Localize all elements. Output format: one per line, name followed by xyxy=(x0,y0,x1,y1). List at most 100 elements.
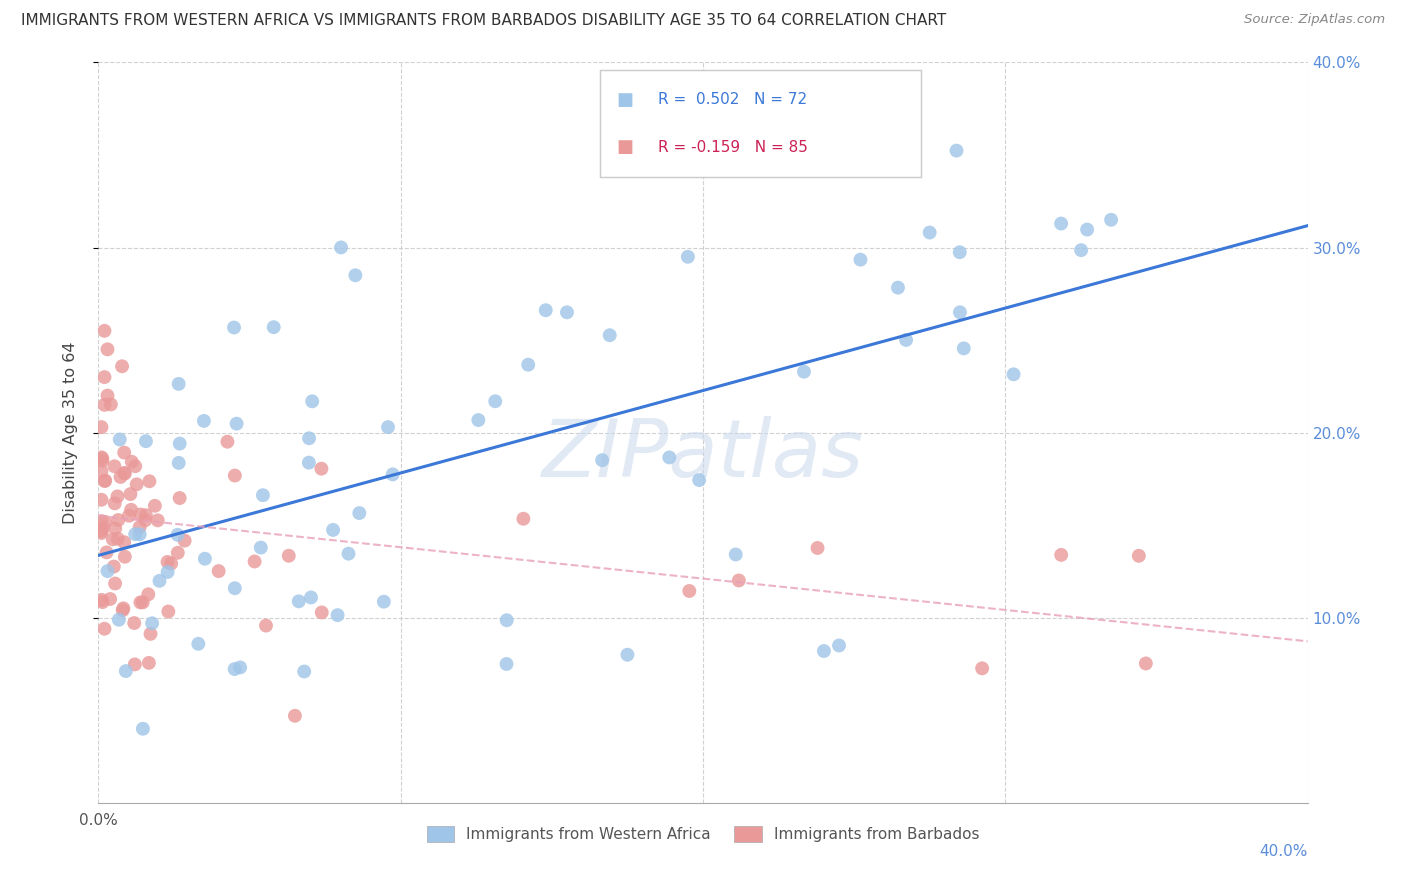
Point xyxy=(101,533,124,547)
Point xyxy=(1128,549,1150,563)
Point xyxy=(122,615,145,630)
Y-axis label: Disability Age 35 to 64: Disability Age 35 to 64 xyxy=(63,342,77,524)
Point xyxy=(949,245,972,260)
Point xyxy=(108,433,131,447)
Point xyxy=(793,365,815,379)
Point xyxy=(377,420,399,434)
Point xyxy=(1076,222,1098,236)
Point xyxy=(129,508,152,522)
Point xyxy=(111,359,134,374)
Point xyxy=(120,503,142,517)
Point xyxy=(243,554,266,568)
Point xyxy=(139,627,162,641)
Point xyxy=(93,370,115,384)
Point xyxy=(132,722,155,736)
Point xyxy=(118,508,141,523)
Point xyxy=(138,475,160,489)
Point xyxy=(104,576,127,591)
Point xyxy=(813,644,835,658)
Point xyxy=(128,527,150,541)
Point xyxy=(135,508,157,523)
Point xyxy=(90,593,112,607)
Point xyxy=(229,660,252,674)
Point xyxy=(344,268,367,283)
Point xyxy=(1002,368,1025,382)
Point xyxy=(591,453,613,467)
Legend: Immigrants from Western Africa, Immigrants from Barbados: Immigrants from Western Africa, Immigran… xyxy=(420,821,986,848)
Point xyxy=(98,592,121,607)
Point xyxy=(104,496,127,510)
Point xyxy=(194,551,217,566)
Point xyxy=(263,320,285,334)
Point xyxy=(93,398,115,412)
Point xyxy=(945,144,967,158)
Point xyxy=(148,574,170,588)
Point xyxy=(217,434,239,449)
Point xyxy=(93,474,115,488)
Point xyxy=(287,594,309,608)
Point xyxy=(167,456,190,470)
Point xyxy=(1135,657,1157,671)
Point xyxy=(96,545,118,559)
Point xyxy=(828,639,851,653)
Point xyxy=(114,549,136,564)
Point xyxy=(110,470,132,484)
Point xyxy=(249,541,271,555)
Point xyxy=(349,506,371,520)
Point xyxy=(90,450,112,465)
Text: ZIPatlas: ZIPatlas xyxy=(541,416,865,494)
Point xyxy=(166,546,188,560)
Point xyxy=(93,622,115,636)
Point xyxy=(120,487,142,501)
Point xyxy=(311,606,333,620)
Point xyxy=(952,342,974,356)
Point xyxy=(132,595,155,609)
Point xyxy=(224,468,246,483)
Point xyxy=(90,514,112,528)
Point xyxy=(495,613,517,627)
Point xyxy=(136,587,159,601)
Point xyxy=(112,445,135,459)
Point xyxy=(107,532,129,546)
Point xyxy=(108,613,131,627)
Point xyxy=(337,46,360,61)
Point xyxy=(121,455,143,469)
Point xyxy=(337,547,360,561)
Point xyxy=(94,515,117,529)
Point xyxy=(678,584,700,599)
Point xyxy=(91,454,114,468)
Point xyxy=(555,305,578,319)
Point xyxy=(91,451,114,466)
Point xyxy=(1050,217,1073,231)
Point xyxy=(849,252,872,267)
Point xyxy=(93,324,115,338)
Point xyxy=(534,303,557,318)
Point xyxy=(254,618,277,632)
Point xyxy=(918,226,941,240)
Point xyxy=(156,565,179,579)
Point xyxy=(96,564,118,578)
Point xyxy=(146,513,169,527)
Point xyxy=(208,564,231,578)
Point xyxy=(326,608,349,623)
Point xyxy=(330,240,353,254)
Point xyxy=(599,328,621,343)
Point xyxy=(103,459,125,474)
Point xyxy=(298,456,321,470)
Point xyxy=(160,557,183,571)
Point xyxy=(107,489,129,503)
Point xyxy=(187,637,209,651)
Point xyxy=(322,523,344,537)
Point xyxy=(91,595,114,609)
Point xyxy=(173,533,195,548)
Point xyxy=(129,595,152,609)
Point xyxy=(94,474,117,488)
Point xyxy=(124,459,146,474)
Point xyxy=(112,466,135,480)
Point xyxy=(143,499,166,513)
Point xyxy=(169,491,191,505)
Point xyxy=(311,461,333,475)
Point xyxy=(299,591,322,605)
Point xyxy=(972,661,994,675)
Point xyxy=(224,662,246,676)
